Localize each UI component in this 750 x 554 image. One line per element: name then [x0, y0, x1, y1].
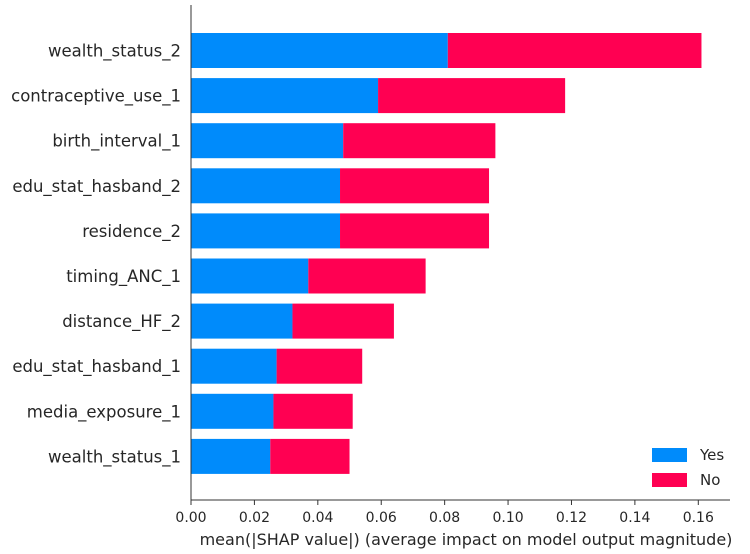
bar-timing_ANC_1-no	[308, 258, 426, 294]
category-label: wealth_status_2	[48, 42, 181, 62]
legend: Yes No	[652, 446, 724, 489]
bars-group	[191, 33, 702, 474]
bar-media_exposure_1-yes	[191, 393, 274, 429]
legend-label-no: No	[700, 471, 720, 489]
bar-edu_stat_hasband_2-no	[340, 168, 490, 204]
x-tick-label: 0.04	[302, 510, 333, 526]
bar-birth_interval_1-yes	[191, 123, 344, 159]
x-tick-label: 0.16	[683, 510, 714, 526]
bar-wealth_status_1-no	[270, 438, 350, 474]
bar-media_exposure_1-no	[273, 393, 353, 429]
bar-timing_ANC_1-yes	[191, 258, 309, 294]
category-label: residence_2	[82, 222, 181, 242]
x-tick-label: 0.14	[619, 510, 650, 526]
bar-birth_interval_1-no	[343, 123, 496, 159]
bar-edu_stat_hasband_1-no	[276, 348, 363, 384]
legend-swatch-no	[652, 473, 687, 487]
x-axis-title: mean(|SHAP value|) (average impact on mo…	[200, 530, 733, 549]
x-tick-label: 0.06	[366, 510, 397, 526]
category-label: edu_stat_hasband_2	[12, 177, 181, 197]
x-tick-label: 0.00	[175, 510, 206, 526]
bar-wealth_status_2-yes	[191, 33, 448, 68]
bar-distance_HF_2-no	[292, 303, 394, 339]
category-label: media_exposure_1	[27, 402, 181, 422]
category-label: edu_stat_hasband_1	[12, 357, 181, 377]
category-labels: wealth_status_2 contraceptive_use_1 birth_…	[11, 42, 181, 468]
bar-edu_stat_hasband_2-yes	[191, 168, 341, 204]
category-label: distance_HF_2	[62, 312, 181, 332]
bar-contraceptive_use_1-yes	[191, 78, 379, 114]
bar-wealth_status_1-yes	[191, 438, 271, 474]
bar-wealth_status_2-no	[447, 33, 702, 68]
legend-label-yes: Yes	[699, 446, 724, 464]
x-tick-label: 0.02	[239, 510, 270, 526]
bar-contraceptive_use_1-no	[378, 78, 566, 114]
bar-distance_HF_2-yes	[191, 303, 293, 339]
category-label: birth_interval_1	[52, 132, 181, 152]
x-tick-label: 0.08	[429, 510, 460, 526]
x-tick-label: 0.10	[492, 510, 523, 526]
bar-residence_2-no	[340, 213, 490, 249]
x-axis-ticks: 0.00 0.02 0.04 0.06 0.08 0.10 0.12 0.14 0.16	[175, 500, 714, 526]
legend-swatch-yes	[652, 448, 687, 462]
category-label: contraceptive_use_1	[11, 87, 181, 107]
category-label: wealth_status_1	[48, 447, 181, 467]
bar-residence_2-yes	[191, 213, 341, 249]
category-label: timing_ANC_1	[66, 267, 181, 287]
x-tick-label: 0.12	[556, 510, 587, 526]
bar-edu_stat_hasband_1-yes	[191, 348, 277, 384]
